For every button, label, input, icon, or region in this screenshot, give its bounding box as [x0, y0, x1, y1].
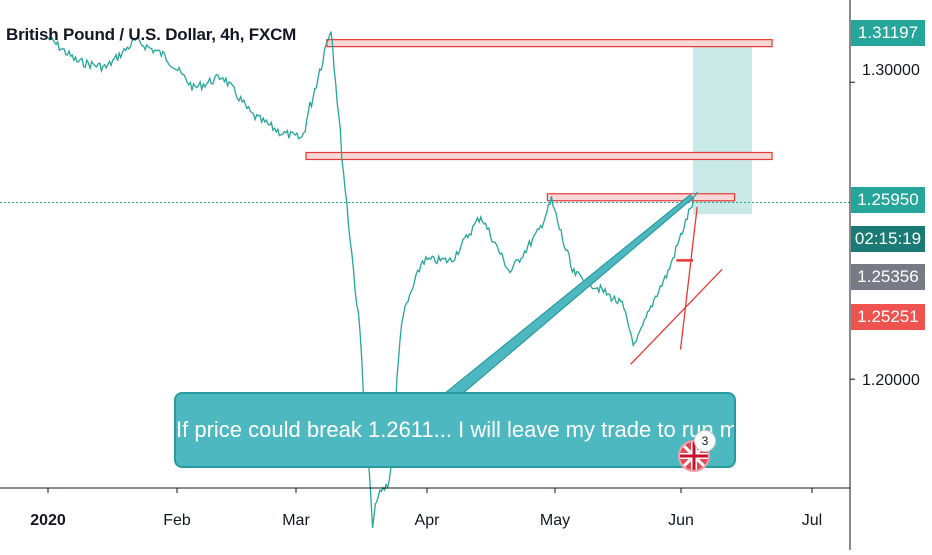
price-tag-countdown: 02:15:19 — [854, 229, 922, 248]
price-tag-current: 1.25950 — [857, 190, 919, 209]
price-tag-target: 1.31197 — [857, 23, 919, 42]
price-tag-background — [851, 20, 925, 46]
x-tick-label: Feb — [163, 512, 191, 529]
axis-price-label: 1.30000 — [862, 62, 920, 79]
support-trendline — [630, 268, 723, 365]
target-zone — [693, 46, 752, 215]
price-tag-background — [851, 264, 925, 290]
event-count-badge[interactable]: 3 — [694, 430, 716, 452]
axis-price-label: 1.20000 — [862, 372, 920, 389]
price-tag-background — [851, 187, 925, 213]
price-tag-entry: 1.25356 — [857, 267, 919, 286]
x-tick-label: Jun — [668, 512, 694, 529]
x-tick-label: 2020 — [30, 512, 66, 529]
resistance-zone — [546, 193, 736, 202]
x-tick-label: May — [539, 512, 571, 529]
price-tag-background — [851, 304, 925, 330]
callout-pointer — [442, 194, 694, 395]
impulse-trendline — [679, 206, 698, 350]
price-tag-background — [851, 226, 925, 252]
annotation-callout[interactable]: If price could break 1.2611... I will le… — [174, 392, 736, 468]
x-tick-label: Apr — [414, 512, 440, 529]
x-tick-label: Mar — [282, 512, 310, 529]
price-tag-stop: 1.25251 — [857, 307, 919, 326]
x-tick-label: Jul — [801, 512, 823, 529]
chart-title: British Pound / U.S. Dollar, 4h, FXCM — [6, 25, 297, 44]
resistance-zone — [326, 39, 773, 48]
resistance-zone — [305, 151, 773, 161]
